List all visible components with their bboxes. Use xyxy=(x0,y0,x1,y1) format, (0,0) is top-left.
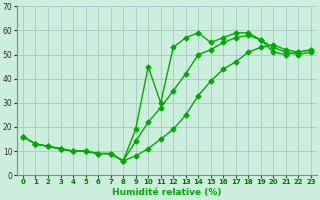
X-axis label: Humidité relative (%): Humidité relative (%) xyxy=(112,188,222,197)
